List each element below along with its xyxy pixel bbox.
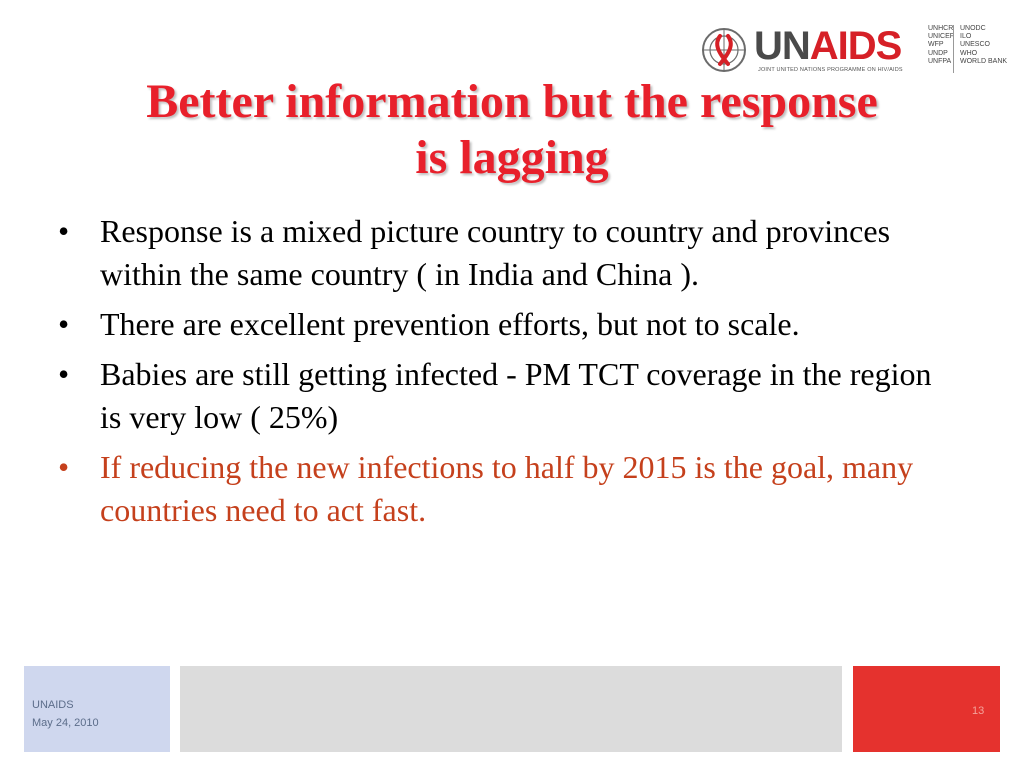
logo-tagline: JOINT UNITED NATIONS PROGRAMME ON HIV/AI…	[758, 67, 903, 73]
footer-bar-right	[853, 666, 1000, 752]
footer-bar-middle	[180, 666, 842, 752]
title-line-1: Better information but the response	[146, 75, 878, 128]
title-line-2: is lagging	[415, 131, 609, 184]
cosponsor: WHO	[960, 49, 978, 57]
cosponsor: UNDP	[928, 49, 948, 57]
bullet-dot: •	[58, 356, 70, 392]
bullet-dot: •	[58, 306, 70, 342]
cosponsor: UNHCR	[928, 25, 954, 32]
cosponsor: UNICEF	[928, 33, 955, 41]
cosponsor: UNODC	[960, 25, 986, 32]
slide-number: 13	[972, 705, 985, 717]
cosponsors-list-1: UNHCR UNICEF WFP UNDP UNFPA	[928, 25, 955, 74]
cosponsor: WORLD BANK	[960, 57, 1008, 65]
bullet-item: • Babies are still getting infected - PM…	[58, 353, 958, 439]
cosponsor: UNFPA	[928, 57, 952, 65]
bullet-list: • Response is a mixed picture country to…	[58, 210, 958, 539]
bullet-item: • Response is a mixed picture country to…	[58, 210, 958, 296]
slide-title: Better information but the response is l…	[40, 74, 984, 186]
footer-bar-left	[24, 666, 170, 752]
bullet-text: Response is a mixed picture country to c…	[100, 213, 891, 292]
bullet-text: If reducing the new infections to half b…	[100, 449, 914, 528]
cosponsor: UNESCO	[960, 41, 990, 49]
footer-organization: UNAIDS	[32, 699, 74, 711]
cosponsors-list-2: UNODC ILO UNESCO WHO WORLD BANK	[960, 25, 1007, 66]
bullet-text: There are excellent prevention efforts, …	[100, 306, 800, 342]
bullet-dot: •	[58, 449, 70, 485]
un-emblem-icon	[702, 28, 746, 72]
unaids-logo: UNAIDS JOINT UNITED NATIONS PROGRAMME ON…	[700, 22, 1012, 78]
bullet-dot: •	[58, 213, 70, 249]
bullet-item-highlight: • If reducing the new infections to half…	[58, 446, 958, 532]
bullet-item: • There are excellent prevention efforts…	[58, 303, 958, 346]
bullet-text: Babies are still getting infected - PM T…	[100, 356, 932, 435]
cosponsor: WFP	[928, 41, 944, 49]
footer-date: May 24, 2010	[32, 717, 99, 729]
cosponsor: ILO	[960, 33, 972, 41]
wordmark-un: UN	[754, 24, 811, 68]
wordmark-aids: AIDS	[809, 24, 903, 68]
unaids-wordmark: UNAIDS	[754, 24, 903, 68]
